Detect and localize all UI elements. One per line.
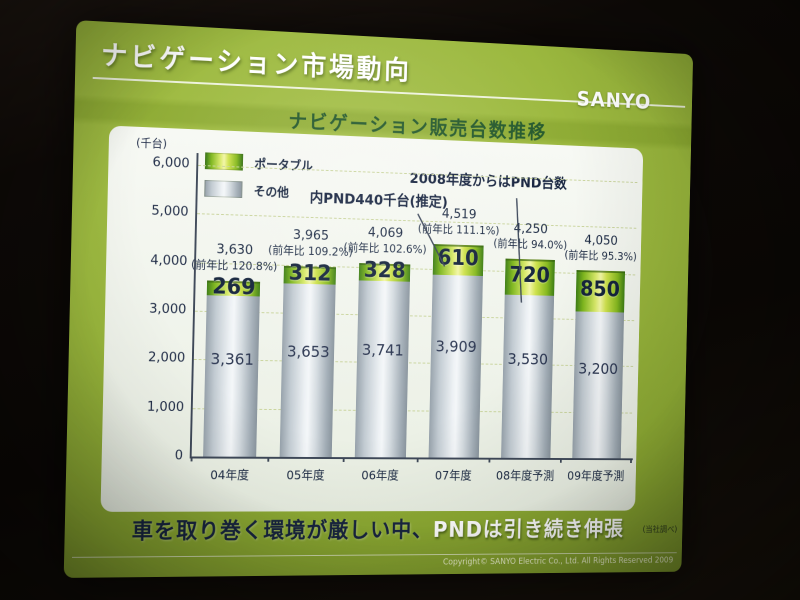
slide: ナビゲーション市場動向 SANYO ナビゲーション販売台数推移 (千台) ポータ… bbox=[63, 20, 694, 578]
bar-other-value: 3,741 bbox=[361, 340, 405, 360]
y-tick-label: 6,000 bbox=[152, 154, 190, 172]
plot-area: 6,000 5,000 4,000 3,000 2,000 1,000 0 269 3,361 3… bbox=[100, 126, 643, 512]
bar-portable-value: 720 bbox=[509, 263, 551, 289]
x-tick-mark bbox=[488, 457, 491, 463]
bar-portable-value: 269 bbox=[211, 274, 256, 300]
x-axis-label: 09年度予測 bbox=[567, 468, 625, 483]
y-tick-label: 2,000 bbox=[147, 349, 186, 367]
gridline bbox=[198, 164, 638, 183]
gridline bbox=[194, 310, 635, 322]
bar-portable-value: 328 bbox=[363, 258, 406, 284]
y-tick-label: 3,000 bbox=[148, 300, 187, 318]
banner-text-white: PNDは引き続き伸張 bbox=[432, 518, 625, 543]
bar-segment-other bbox=[571, 309, 624, 459]
x-tick-mark bbox=[630, 458, 632, 464]
gridline bbox=[192, 407, 633, 414]
x-tick-mark bbox=[416, 457, 419, 463]
bar-portable-value: 312 bbox=[288, 261, 332, 287]
y-tick-label: 5,000 bbox=[151, 203, 189, 221]
x-tick-mark bbox=[267, 456, 270, 462]
sanyo-logo: SANYO bbox=[576, 87, 652, 114]
bar-other-value: 3,361 bbox=[210, 348, 255, 369]
bar-segment-other bbox=[279, 281, 336, 458]
chart-card: (千台) ポータブル その他 2008年度からはPND台数 内PND440千台(… bbox=[100, 125, 644, 512]
y-tick-label: 1,000 bbox=[146, 398, 185, 415]
x-tick-mark bbox=[560, 458, 562, 463]
x-tick-mark bbox=[190, 456, 193, 462]
bar-segment-other bbox=[428, 272, 483, 458]
bar-other-value: 3,909 bbox=[435, 337, 477, 357]
bar-other-value: 3,530 bbox=[507, 349, 549, 368]
copyright: Copyright© SANYO Electric Co., Ltd. All … bbox=[442, 555, 674, 568]
bar-header-label: 4,050 (前年比 95.3%) bbox=[535, 231, 666, 264]
bar-other-value: 3,653 bbox=[286, 341, 330, 361]
bar-segment-other bbox=[203, 293, 261, 457]
bar-portable-value: 850 bbox=[579, 277, 621, 303]
x-tick-mark bbox=[342, 457, 345, 462]
bar-segment-other bbox=[354, 278, 411, 458]
bar-other-value: 3,200 bbox=[578, 359, 619, 379]
banner-text-dark: 車を取り巻く環境が厳しい中、 bbox=[131, 518, 434, 545]
source-note: (当社調べ) bbox=[642, 525, 678, 535]
bar-yoy-label: (前年比 95.3%) bbox=[564, 248, 638, 264]
y-tick-label: 0 bbox=[174, 447, 184, 464]
bar-segment-other bbox=[500, 292, 554, 458]
key-message-banner: 車を取り巻く環境が厳しい中、 PNDは引き続き伸張 bbox=[64, 510, 682, 547]
